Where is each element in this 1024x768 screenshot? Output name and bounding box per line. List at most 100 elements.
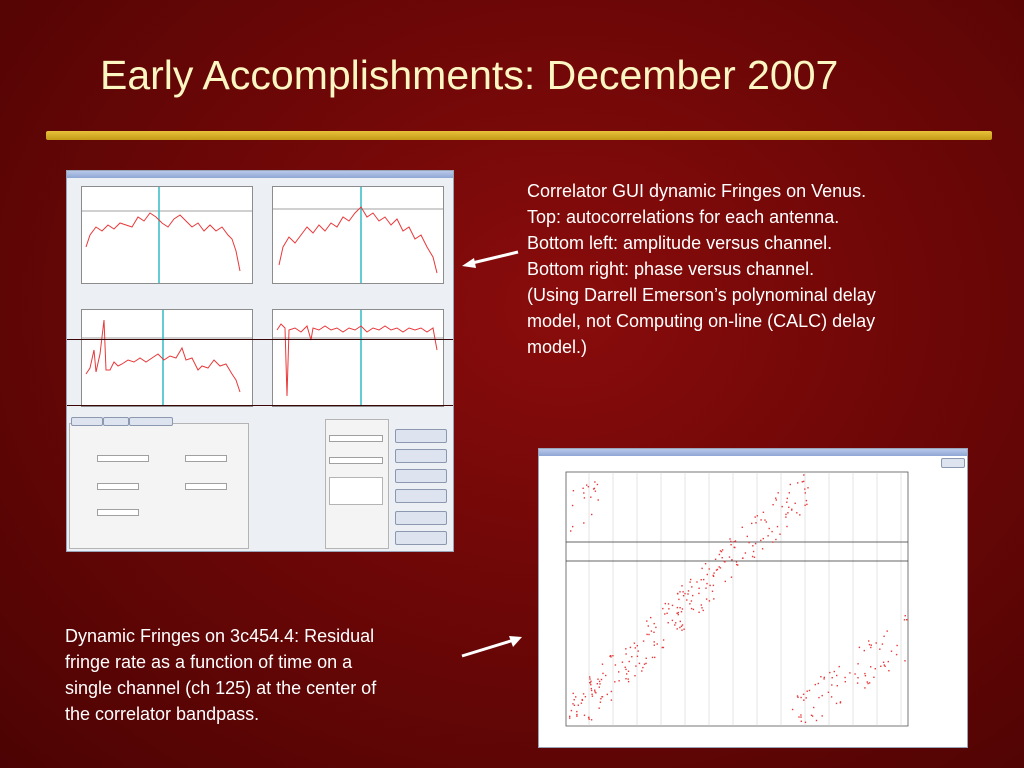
scatter-point bbox=[762, 537, 764, 540]
scatter-point bbox=[797, 696, 799, 698]
scatter-point bbox=[598, 707, 600, 709]
refresh-states-button[interactable] bbox=[395, 489, 447, 503]
scatter-point bbox=[625, 668, 627, 671]
scatter-point bbox=[589, 678, 591, 680]
scatter-point bbox=[653, 631, 655, 633]
scatter-point bbox=[786, 501, 788, 503]
scatter-point bbox=[591, 695, 594, 697]
scatter-point bbox=[701, 607, 703, 609]
scatter-point bbox=[676, 612, 678, 614]
scatter-point bbox=[741, 526, 743, 528]
scatter-point bbox=[712, 584, 715, 587]
scatter-point bbox=[781, 505, 783, 508]
scatter-point bbox=[682, 591, 684, 593]
scatter-point bbox=[676, 606, 679, 609]
scatter-point bbox=[823, 676, 825, 679]
channel-select-field[interactable] bbox=[97, 455, 149, 462]
reset-correlator-button[interactable] bbox=[395, 469, 447, 483]
scatter-point bbox=[590, 719, 593, 721]
scatter-point bbox=[675, 622, 677, 624]
scatter-point bbox=[590, 689, 593, 692]
caption-top-line: model.) bbox=[527, 337, 588, 357]
scatter-point bbox=[583, 492, 585, 494]
scatter-point bbox=[698, 587, 700, 589]
autocorr-trace-1 bbox=[82, 187, 252, 283]
scatter-point bbox=[882, 661, 885, 663]
scatter-point bbox=[779, 533, 781, 535]
scatter-point bbox=[618, 671, 620, 673]
scatter-point bbox=[594, 691, 596, 693]
start-sub-scan-button[interactable] bbox=[395, 429, 447, 443]
scatter-point bbox=[804, 504, 806, 506]
scatter-point bbox=[830, 696, 833, 698]
scatter-point bbox=[775, 499, 777, 501]
scatter-point bbox=[772, 504, 774, 506]
scatter-point bbox=[586, 484, 588, 486]
corr-power-field[interactable] bbox=[185, 455, 227, 462]
scatter-point bbox=[762, 511, 765, 513]
scatter-point bbox=[625, 648, 627, 650]
cross-phase-field[interactable] bbox=[185, 483, 227, 490]
tab-configuration[interactable] bbox=[71, 417, 103, 426]
scatter-point bbox=[596, 483, 599, 486]
scatter-point bbox=[596, 683, 598, 685]
scatter-point bbox=[776, 525, 779, 528]
scatter-point bbox=[786, 525, 788, 528]
correlator-gui-screenshot bbox=[66, 170, 454, 552]
scatter-point bbox=[788, 492, 790, 494]
scatter-point bbox=[857, 677, 859, 679]
scatter-point bbox=[760, 539, 762, 542]
scatter-point bbox=[591, 693, 593, 695]
scatter-point bbox=[836, 674, 838, 677]
quit-button[interactable] bbox=[395, 531, 447, 545]
scatter-point bbox=[677, 613, 679, 616]
plot-close-button[interactable] bbox=[941, 458, 965, 468]
scatter-point bbox=[650, 616, 652, 619]
save-screen-plot-button[interactable] bbox=[395, 511, 447, 525]
status-field-1 bbox=[329, 435, 383, 442]
caption-bottom-line: Dynamic Fringes on 3c454.4: Residual bbox=[65, 626, 375, 646]
scatter-point bbox=[883, 635, 885, 637]
scatter-point bbox=[875, 642, 877, 644]
scatter-point bbox=[706, 582, 708, 585]
scatter-point bbox=[741, 557, 744, 559]
scatter-point bbox=[804, 492, 806, 494]
caption-bottom: Dynamic Fringes on 3c454.4: Residual fri… bbox=[65, 623, 376, 727]
status-log bbox=[329, 477, 383, 505]
caption-bottom-line: single channel (ch 125) at the center of bbox=[65, 678, 377, 698]
scatter-point bbox=[755, 522, 757, 524]
scatter-point bbox=[903, 619, 906, 621]
tab-display[interactable] bbox=[103, 417, 129, 426]
scatter-point bbox=[870, 644, 872, 646]
scatter-point bbox=[676, 628, 678, 630]
tab-channel-select[interactable] bbox=[129, 417, 173, 426]
scatter-point bbox=[706, 573, 708, 576]
scatter-point bbox=[689, 603, 691, 605]
scatter-point bbox=[831, 684, 833, 686]
scatter-point bbox=[605, 674, 607, 677]
scatter-point bbox=[711, 590, 714, 592]
scatter-point bbox=[572, 703, 574, 705]
scatter-point bbox=[653, 644, 655, 646]
amplitude-vs-channel-plot bbox=[81, 309, 253, 407]
scatter-point bbox=[696, 581, 698, 583]
scatter-point bbox=[868, 682, 871, 684]
scatter-point bbox=[866, 681, 868, 683]
ant1-power-field[interactable] bbox=[97, 483, 139, 490]
scatter-point bbox=[777, 492, 779, 494]
ant2-power-field[interactable] bbox=[97, 509, 139, 516]
fringe-rate-scatter bbox=[565, 471, 909, 727]
phase-trace bbox=[273, 310, 443, 406]
scatter-point bbox=[624, 666, 626, 668]
scatter-point bbox=[583, 522, 585, 524]
scatter-point bbox=[839, 701, 842, 703]
scatter-point bbox=[671, 619, 674, 622]
scatter-point bbox=[590, 687, 592, 690]
scatter-point bbox=[634, 675, 636, 677]
scatter-point bbox=[752, 550, 755, 553]
scatter-point bbox=[635, 665, 637, 667]
scatter-point bbox=[794, 502, 796, 504]
scatter-point bbox=[802, 693, 805, 695]
scatter-point bbox=[849, 672, 851, 674]
halt-sub-scan-button[interactable] bbox=[395, 449, 447, 463]
